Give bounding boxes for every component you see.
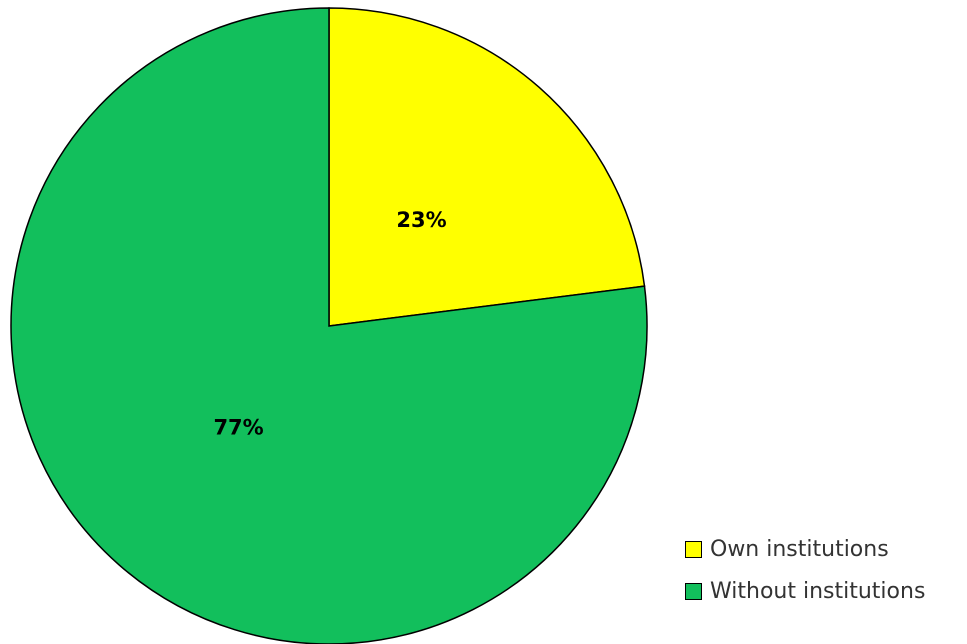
data-label-own-institutions: 23% (396, 208, 446, 232)
pie-slice-own-institutions (328, 7, 646, 327)
legend-swatch-own-institutions (685, 540, 702, 558)
chart-legend: Own institutions Without institutions (685, 536, 925, 620)
legend-label-without-institutions: Without institutions (710, 578, 926, 604)
legend-swatch-without-institutions (685, 582, 702, 600)
legend-item-without-institutions: Without institutions (685, 578, 925, 604)
legend-item-own-institutions: Own institutions (685, 536, 925, 562)
pie-slice-without-institutions (10, 7, 648, 644)
legend-label-own-institutions: Own institutions (710, 536, 889, 562)
data-label-without-institutions: 77% (213, 416, 263, 440)
